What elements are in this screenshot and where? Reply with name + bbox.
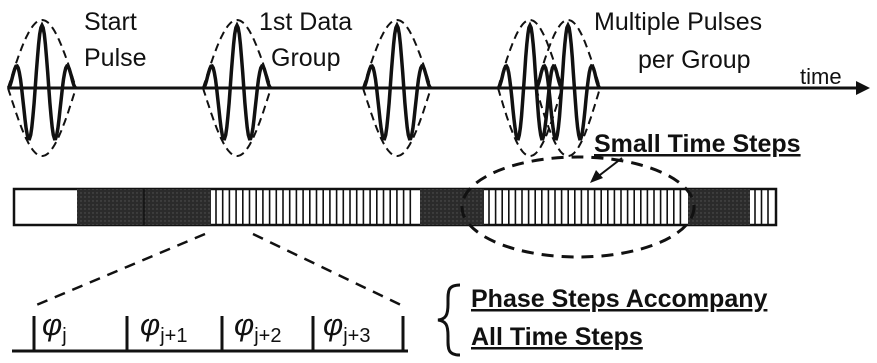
time-step-ticks <box>215 189 769 225</box>
phase-steps-label-1: Phase Steps Accompany <box>471 285 768 313</box>
data-pulse-wave-1 <box>201 18 273 158</box>
zoom-line-right <box>252 232 404 308</box>
zoom-line-left <box>33 232 206 308</box>
phase-strip: φj φj+1 φj+2 φj+3 <box>12 307 408 353</box>
time-arrow-icon <box>856 81 870 95</box>
phase-cell-label: φj+2 <box>234 307 281 347</box>
phase-cell-label: φj+3 <box>323 307 370 347</box>
multiple-pulses-label-2: per Group <box>638 46 751 74</box>
start-pulse-wave <box>6 18 78 158</box>
multiple-pulses-label-1: Multiple Pulses <box>594 8 762 36</box>
phase-steps-label-2: All Time Steps <box>471 323 643 351</box>
data-group-label-1: 1st Data <box>259 8 352 36</box>
data-group-label-2: Group <box>271 44 340 72</box>
data-pulse-wave-2 <box>361 18 433 158</box>
phase-cell-label: φj <box>42 307 67 347</box>
phase-cell-label: φj+1 <box>140 307 187 347</box>
timeline-bar <box>12 187 778 227</box>
data-pulse-wave-4 <box>534 18 602 158</box>
small-time-steps-label: Small Time Steps <box>594 130 801 158</box>
zoom-ellipse <box>460 155 696 259</box>
pulse-group <box>6 18 602 158</box>
group-block-3 <box>688 189 750 225</box>
start-pulse-label-1: Start <box>84 8 137 36</box>
time-axis <box>8 81 870 95</box>
start-pulse-label-2: Pulse <box>84 44 147 72</box>
time-axis-label: time <box>800 64 842 89</box>
pointer-arrow-icon <box>590 157 623 183</box>
curly-brace-icon <box>437 283 461 357</box>
group-block-2 <box>420 189 484 225</box>
